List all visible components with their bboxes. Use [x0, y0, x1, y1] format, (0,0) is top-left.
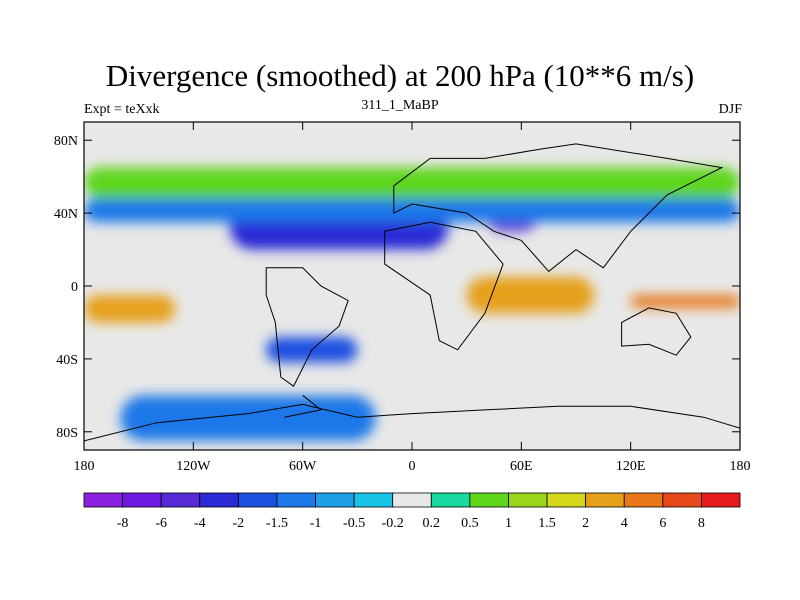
- y-tick-label: 0: [71, 280, 78, 295]
- x-tick-label: 180: [74, 459, 95, 474]
- colorbar-label: -2: [233, 516, 245, 531]
- coastline: [265, 267, 349, 387]
- x-tick-label: 120W: [176, 459, 211, 474]
- y-tick-label: 80N: [54, 134, 78, 149]
- colorbar-label: 0.5: [461, 516, 479, 531]
- x-axis: 180 120W 60W 0 60E 120E 180: [74, 122, 751, 474]
- colorbar-swatch: [122, 492, 162, 508]
- coastline: [84, 403, 740, 442]
- chart-title: Divergence (smoothed) at 200 hPa (10**6 …: [105, 58, 695, 93]
- coastline: [384, 221, 504, 351]
- colorbar-label: -1: [310, 516, 322, 531]
- colorbar-swatch: [392, 492, 432, 508]
- y-tick-label: 40N: [54, 207, 78, 222]
- experiment-label: Expt = teXxk: [84, 102, 160, 117]
- colorbar-swatch: [237, 492, 278, 508]
- season-label: DJF: [718, 102, 742, 117]
- colorbar-swatch: [83, 492, 123, 508]
- contour-region-divergence: [84, 167, 740, 199]
- colorbar-label: -0.5: [343, 516, 365, 531]
- contour-region-divergence: [84, 295, 176, 323]
- colorbar-swatch: [585, 492, 625, 508]
- colorbar-label: -4: [194, 516, 206, 531]
- colorbar-swatch: [315, 492, 355, 508]
- colorbar-label: -1.5: [266, 516, 288, 531]
- colorbar-label: -8: [117, 516, 129, 531]
- contour-region-convergence: [120, 395, 376, 441]
- x-tick-label: 60E: [510, 459, 533, 474]
- colorbar-swatch: [662, 492, 702, 508]
- colorbar-label: 4: [621, 516, 628, 531]
- colorbar-label: -0.2: [382, 516, 404, 531]
- colorbar-label: 2: [582, 516, 589, 531]
- x-tick-label: 120E: [616, 459, 646, 474]
- colorbar-label: 0.2: [423, 516, 441, 531]
- colorbar-swatch: [276, 492, 316, 508]
- colorbar-swatch: [160, 492, 201, 508]
- colorbar-swatch: [469, 492, 509, 508]
- contour-region-divergence: [630, 295, 740, 308]
- colorbar-label: 1: [505, 516, 512, 531]
- coastline: [621, 307, 692, 356]
- colorbar-swatch: [353, 492, 394, 508]
- contour-region-divergence: [466, 276, 595, 314]
- x-tick-label: 180: [730, 459, 751, 474]
- colorbar-swatch: [546, 492, 587, 508]
- x-tick-label: 60W: [289, 459, 317, 474]
- colorbar-swatch: [623, 492, 664, 508]
- colorbar: -8 -6 -4 -2 -1.5 -1 -0.5 -0.2 0.2 0.5 1 1.5 2 4 6 8: [83, 492, 741, 531]
- colorbar-label: 1.5: [538, 516, 556, 531]
- colorbar-swatch: [701, 492, 741, 508]
- coastline: [393, 143, 724, 273]
- colorbar-label: 6: [659, 516, 666, 531]
- y-axis: 80N 40N 0 40S 80S: [54, 134, 740, 441]
- colorbar-swatch: [508, 492, 548, 508]
- colorbar-swatch: [199, 492, 239, 508]
- colorbar-swatch: [430, 492, 471, 508]
- colorbar-label: -6: [155, 516, 167, 531]
- y-tick-label: 40S: [56, 353, 78, 368]
- x-tick-label: 0: [409, 459, 416, 474]
- experiment-id: 311_1_MaBP: [361, 98, 439, 113]
- coastlines: [84, 143, 740, 442]
- contour-region-convergence: [84, 198, 740, 223]
- y-tick-label: 80S: [56, 426, 78, 441]
- coastline: [284, 394, 323, 418]
- colorbar-label: 8: [698, 516, 705, 531]
